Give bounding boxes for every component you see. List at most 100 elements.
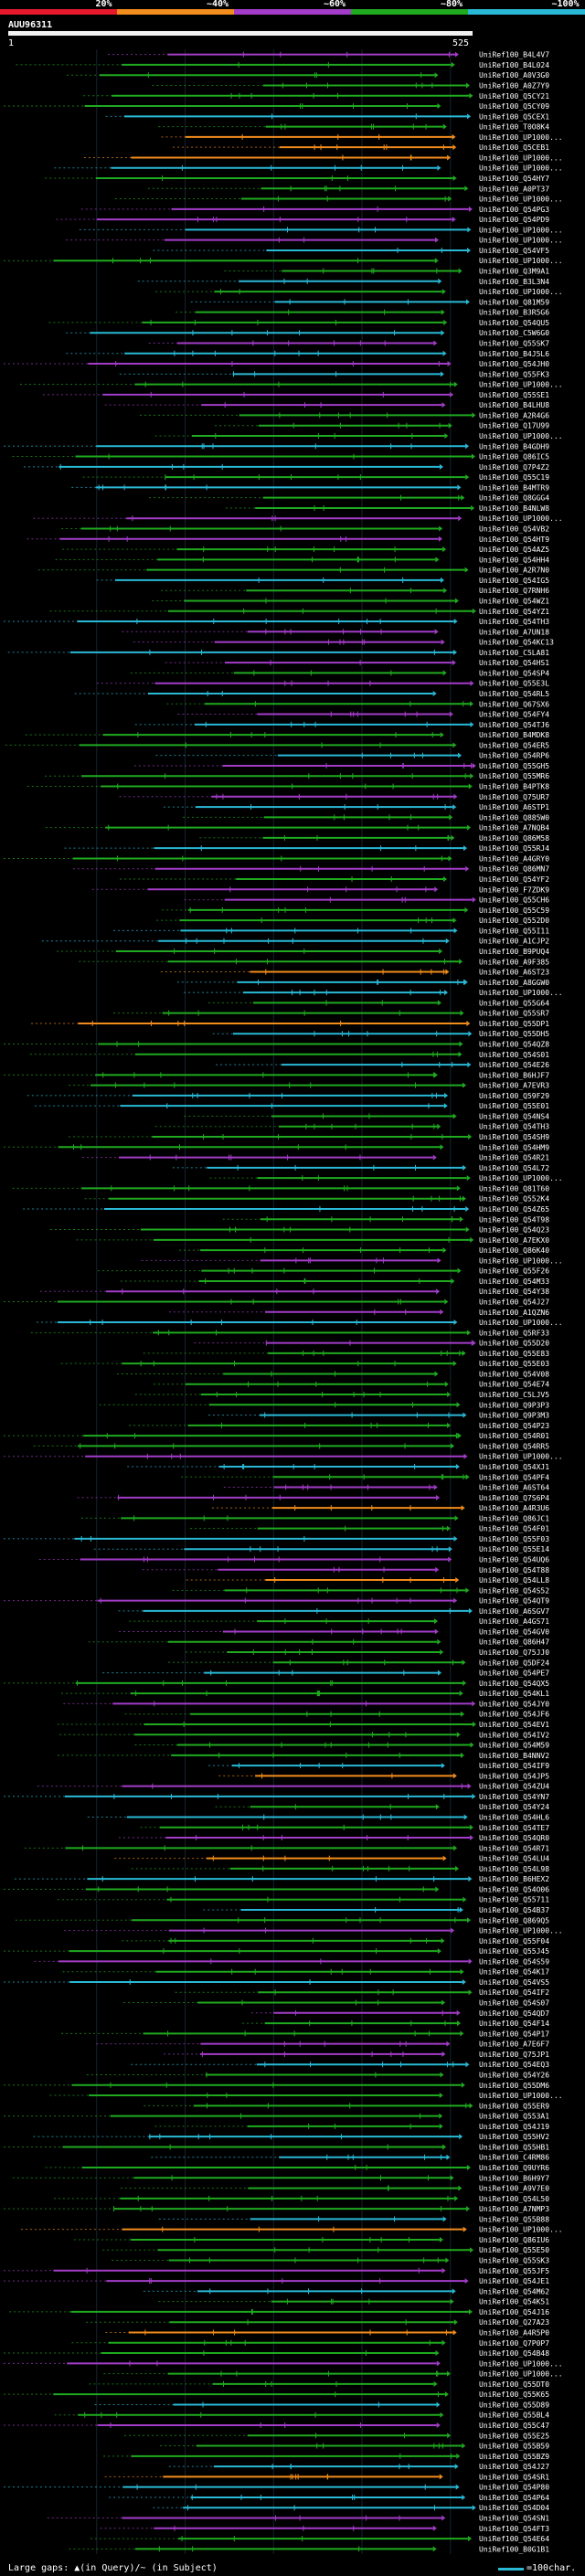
hit-end-arrow <box>438 1670 442 1676</box>
hit-end-arrow <box>440 577 444 583</box>
hit-end-arrow <box>458 515 463 522</box>
hit-id-label: UniRef100_A8GGW0 <box>479 979 549 987</box>
hit-end-arrow <box>448 1546 452 1553</box>
hit-id-label: UniRef100_Q55E25 <box>479 2432 549 2440</box>
hit-end-arrow <box>466 82 471 89</box>
hit-id-label: UniRef100_Q54QX5 <box>479 1680 549 1688</box>
hit-end-arrow <box>436 2422 441 2429</box>
hit-end-arrow <box>465 2062 470 2068</box>
hit-id-label: UniRef100_Q54F14 <box>479 2019 549 2028</box>
hit-end-arrow <box>470 773 474 779</box>
hit-id-label: UniRef100_Q55SK7 <box>479 339 549 347</box>
hit-id-label: UniRef100_Q55F26 <box>479 1267 549 1276</box>
hit-id-label: UniRef100_Q55E01 <box>479 1102 549 1110</box>
hit-id-label: UniRef100_UP1000... <box>479 226 563 234</box>
hit-id-label: UniRef100_A0V3G0 <box>479 71 549 80</box>
query-title: AUU96311 <box>8 20 53 30</box>
hit-end-arrow <box>443 876 448 883</box>
hit-id-label: UniRef100_Q54L98 <box>479 1865 549 1873</box>
hit-end-arrow <box>466 2165 471 2171</box>
hit-end-arrow <box>452 917 457 924</box>
hit-end-arrow <box>459 1216 463 1223</box>
hit-id-label: UniRef100_Q54JF6 <box>479 1711 549 1719</box>
hit-end-arrow <box>454 51 459 58</box>
hit-id-label: UniRef100_C5W6G0 <box>479 329 549 337</box>
hit-id-label: UniRef100_Q81M59 <box>479 298 549 306</box>
hit-id-label: UniRef100_Q5CY09 <box>479 102 549 111</box>
hit-end-arrow <box>433 1618 438 1625</box>
hit-id-label: UniRef100_Q54K17 <box>479 1968 549 1977</box>
hit-end-arrow <box>472 762 476 769</box>
hit-end-arrow <box>465 299 470 305</box>
hit-end-arrow <box>434 1371 439 1377</box>
hit-id-label: UniRef100_Q55DH5 <box>479 1030 549 1038</box>
hit-id-label: UniRef100_A2R7N0 <box>479 567 549 575</box>
hit-id-label: UniRef100_Q54YN7 <box>479 1793 549 1801</box>
hit-id-label: UniRef100_Q54L72 <box>479 1164 549 1172</box>
hit-end-arrow <box>463 1082 467 1088</box>
hit-end-arrow <box>463 845 468 852</box>
hit-id-label: UniRef100_Q54E64 <box>479 2535 549 2543</box>
hit-end-arrow <box>439 948 443 954</box>
hit-end-arrow <box>470 721 474 727</box>
hit-end-arrow <box>450 391 454 398</box>
hit-id-label: UniRef100_A0Z7Y9 <box>479 81 549 90</box>
hit-id-label: UniRef100_A1CJP2 <box>479 938 549 946</box>
hit-end-arrow <box>447 2433 452 2439</box>
hit-id-label: UniRef100_Q55E3L <box>479 680 549 688</box>
hit-end-arrow <box>444 1299 449 1305</box>
hit-end-arrow <box>464 567 469 573</box>
hit-id-label: UniRef100_A7EVR3 <box>479 1082 549 1090</box>
hit-end-arrow <box>452 2329 457 2336</box>
hit-end-arrow <box>435 1804 440 1810</box>
hit-id-label: UniRef100_Q75UR7 <box>479 793 549 801</box>
hit-id-label: UniRef100_Q54Y38 <box>479 1288 549 1296</box>
hit-end-arrow <box>443 1103 448 1109</box>
hit-end-arrow <box>459 1041 463 1047</box>
hit-end-arrow <box>432 1154 437 1161</box>
hit-id-label: UniRef100_Q54R71 <box>479 1844 549 1852</box>
hit-id-label: UniRef100_Q55E50 <box>479 2246 549 2254</box>
hit-id-label: UniRef100_Q54J27 <box>479 2463 549 2471</box>
hit-id-label: UniRef100_Q54R21 <box>479 1154 549 1162</box>
hit-id-label: UniRef100_Q7RNH6 <box>479 587 549 595</box>
hit-id-label: UniRef100_B9PUQ4 <box>479 948 549 956</box>
hit-end-arrow <box>453 381 458 387</box>
hit-id-label: UniRef100_A7UN18 <box>479 628 549 636</box>
hit-id-label: UniRef100_Q54VS5 <box>479 1978 549 1987</box>
hit-id-label: UniRef100_Q54HM9 <box>479 1143 549 1151</box>
hit-end-arrow <box>439 2123 443 2129</box>
hit-id-label: UniRef100_Q54F01 <box>479 1525 549 1533</box>
hit-end-arrow <box>456 2020 461 2027</box>
hit-end-arrow <box>469 92 473 99</box>
hit-end-arrow <box>452 742 457 748</box>
hit-end-arrow <box>434 886 439 893</box>
hit-end-arrow <box>444 2391 449 2398</box>
hit-end-arrow <box>450 2298 454 2305</box>
hit-end-arrow <box>452 217 456 223</box>
hit-end-arrow <box>453 793 458 800</box>
hit-end-arrow <box>447 1392 452 1398</box>
hit-end-arrow <box>470 1236 474 1243</box>
hit-end-arrow <box>472 608 476 614</box>
hit-end-arrow <box>466 247 471 253</box>
hit-id-label: UniRef100_Q86K40 <box>479 1246 549 1255</box>
hit-end-arrow <box>450 2175 454 2181</box>
hit-id-label: UniRef100_B4LHU8 <box>479 401 549 409</box>
hit-id-label: UniRef100_Q5DF24 <box>479 1659 549 1667</box>
hit-id-label: UniRef100_Q8GGG4 <box>479 494 549 503</box>
hit-id-label: UniRef100_Q54VB2 <box>479 525 549 534</box>
hit-end-arrow <box>458 2185 463 2191</box>
hit-end-arrow <box>472 1701 476 1707</box>
hit-end-arrow <box>472 412 476 419</box>
hit-id-label: UniRef100_Q54ZU4 <box>479 1783 549 1791</box>
hit-id-label: UniRef100_A2R4G6 <box>479 411 549 419</box>
hit-end-arrow <box>438 278 442 284</box>
hit-id-label: UniRef100_Q27A23 <box>479 2318 549 2327</box>
hit-id-label: UniRef100_Q54IF9 <box>479 1762 549 1770</box>
hit-end-arrow <box>446 2041 451 2047</box>
hit-id-label: UniRef100_B4J5L6 <box>479 350 549 358</box>
hit-end-arrow <box>446 2154 451 2160</box>
hit-id-label: UniRef100_B4L4V7 <box>479 51 549 59</box>
hit-id-label: UniRef100_B4GDH9 <box>479 442 549 451</box>
